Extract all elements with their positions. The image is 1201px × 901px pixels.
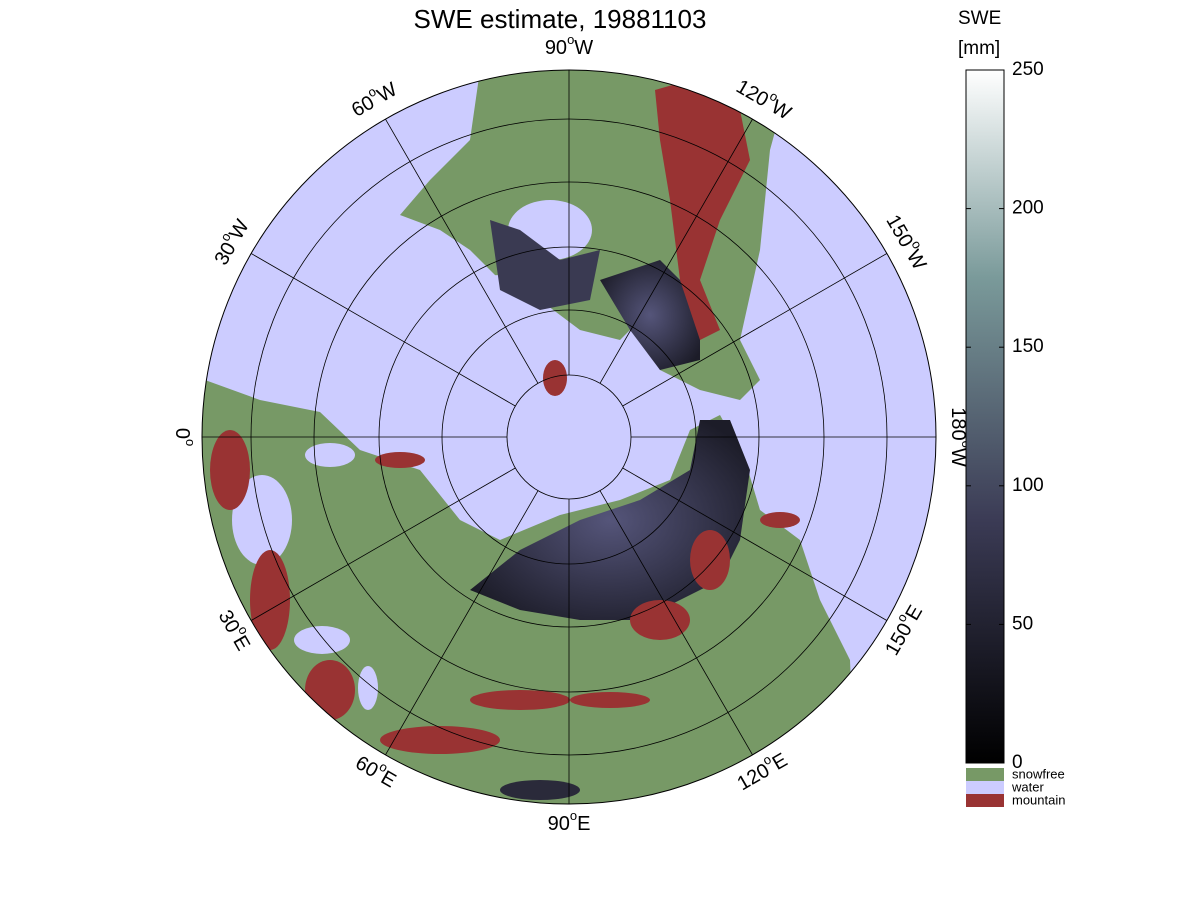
- meridian-label: 90oE: [548, 808, 591, 835]
- degree-symbol: o: [183, 439, 198, 446]
- colorbar-tick-label: 0: [1012, 752, 1023, 773]
- meridian-line: [250, 467, 516, 621]
- mountain-area: [760, 512, 800, 528]
- graticule: [201, 69, 937, 805]
- mountain-area: [210, 430, 250, 510]
- mountain-area: [305, 660, 355, 720]
- snow-canada: [600, 260, 700, 370]
- meridian-line: [385, 118, 539, 384]
- hemisphere: E: [577, 813, 590, 835]
- longitude-number: 60: [351, 752, 381, 782]
- colorbar: SWE [mm] 0 50 100 150 200 250 snowfreewatermount…: [958, 8, 1065, 807]
- longitude-number: 180: [947, 407, 969, 440]
- meridian-line: [599, 118, 753, 384]
- hemisphere: W: [374, 79, 401, 108]
- colorbar-tick-label: 250: [1012, 59, 1044, 80]
- black-sea: [294, 626, 350, 654]
- meridian-line: [622, 467, 888, 621]
- colorbar-tick-label: 100: [1012, 475, 1044, 496]
- mountain-area: [375, 452, 425, 468]
- hemisphere: W: [574, 37, 593, 59]
- longitude-number: 150: [881, 620, 917, 660]
- colorbar-tick-label: 150: [1012, 336, 1044, 357]
- lake: [305, 443, 355, 467]
- meridian-label: 90oW: [545, 32, 593, 59]
- legend-label: snowfree: [1012, 766, 1065, 781]
- hemisphere: E: [228, 632, 254, 655]
- mountain-area: [570, 692, 650, 708]
- longitude-number: 30: [211, 239, 241, 269]
- colorbar-tick-label: 50: [1012, 613, 1033, 634]
- mountain-area: [690, 530, 730, 590]
- mountain-area: [380, 726, 500, 754]
- meridian-line: [250, 253, 516, 407]
- degree-symbol: o: [570, 808, 577, 823]
- colorbar-title: SWE: [958, 8, 1001, 29]
- title: SWE estimate, 19881103: [414, 4, 707, 34]
- greenland: [445, 275, 555, 405]
- colorbar-scale: [965, 69, 1005, 764]
- meridian-line: [599, 490, 753, 756]
- mountain-rockies: [655, 80, 750, 340]
- longitude-number: 120: [732, 76, 772, 112]
- legend-swatch: [966, 781, 1004, 794]
- legend-swatch: [966, 768, 1004, 781]
- colorbar-title: [mm]: [958, 38, 1000, 59]
- mountain-area: [250, 550, 290, 650]
- longitude-number: 90: [548, 813, 570, 835]
- map-frame: [201, 69, 937, 805]
- snow-siberia: [470, 420, 750, 620]
- hemisphere: W: [902, 247, 931, 274]
- hemisphere: W: [947, 448, 969, 467]
- colorbar-tick-label: 200: [1012, 198, 1044, 219]
- degree-symbol: o: [567, 32, 574, 47]
- legend-label: water: [1011, 779, 1044, 794]
- meridian-line: [622, 253, 888, 407]
- polar-map: [202, 70, 936, 804]
- snow-arctic-islands: [490, 220, 600, 310]
- meridian-label: 0o: [171, 428, 198, 446]
- longitude-number: 90: [545, 37, 567, 59]
- legend-label: mountain: [1012, 792, 1065, 807]
- longitude-number: 0: [171, 428, 193, 439]
- mountain-area: [280, 770, 320, 790]
- legend-swatch: [966, 794, 1004, 807]
- snow-himalaya: [500, 780, 580, 800]
- hemisphere: E: [769, 749, 792, 775]
- caspian: [358, 666, 378, 710]
- mountain-area: [470, 690, 570, 710]
- meridian-line: [385, 490, 539, 756]
- mountain-area: [543, 360, 567, 396]
- mountain-area: [630, 600, 690, 640]
